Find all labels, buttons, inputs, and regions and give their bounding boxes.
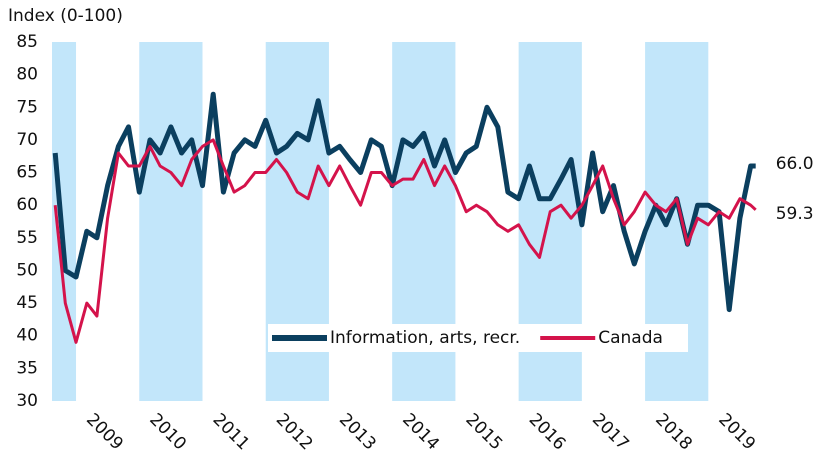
x-tick-label: 2012	[272, 410, 317, 455]
legend-box	[268, 324, 688, 352]
y-tick-label: 55	[16, 228, 38, 248]
y-axis-label: Index (0-100)	[8, 6, 123, 26]
x-tick-label: 2018	[651, 410, 696, 455]
y-tick-label: 80	[16, 65, 38, 85]
legend: Information, arts, recr. Canada	[268, 324, 688, 352]
end-label: 59.3	[776, 204, 814, 224]
y-tick-label: 30	[16, 391, 38, 411]
x-tick-label: 2014	[398, 410, 443, 455]
shaded-band	[139, 42, 203, 401]
y-tick-label: 60	[16, 195, 38, 215]
y-tick-label: 85	[16, 32, 38, 52]
series-line	[52, 91, 756, 313]
y-tick-label: 45	[16, 293, 38, 313]
x-tick-label: 2013	[335, 410, 380, 455]
legend-label: Canada	[598, 328, 663, 348]
series-line	[53, 138, 757, 344]
x-tick-label: 2019	[714, 410, 759, 455]
y-tick-label: 50	[16, 260, 38, 280]
y-tick-label: 40	[16, 326, 38, 346]
y-tick-label: 75	[16, 97, 38, 117]
end-label: 66.0	[776, 154, 814, 174]
legend-label: Information, arts, recr.	[330, 328, 520, 348]
x-tick-label: 2016	[525, 410, 570, 455]
x-tick-label: 2011	[209, 410, 254, 455]
x-tick-label: 2009	[82, 410, 127, 455]
y-tick-label: 65	[16, 163, 38, 183]
y-tick-label: 70	[16, 130, 38, 150]
x-tick-label: 2010	[145, 410, 190, 455]
x-tick-label: 2017	[588, 410, 633, 455]
y-tick-label: 35	[16, 358, 38, 378]
x-tick-label: 2015	[461, 410, 506, 455]
